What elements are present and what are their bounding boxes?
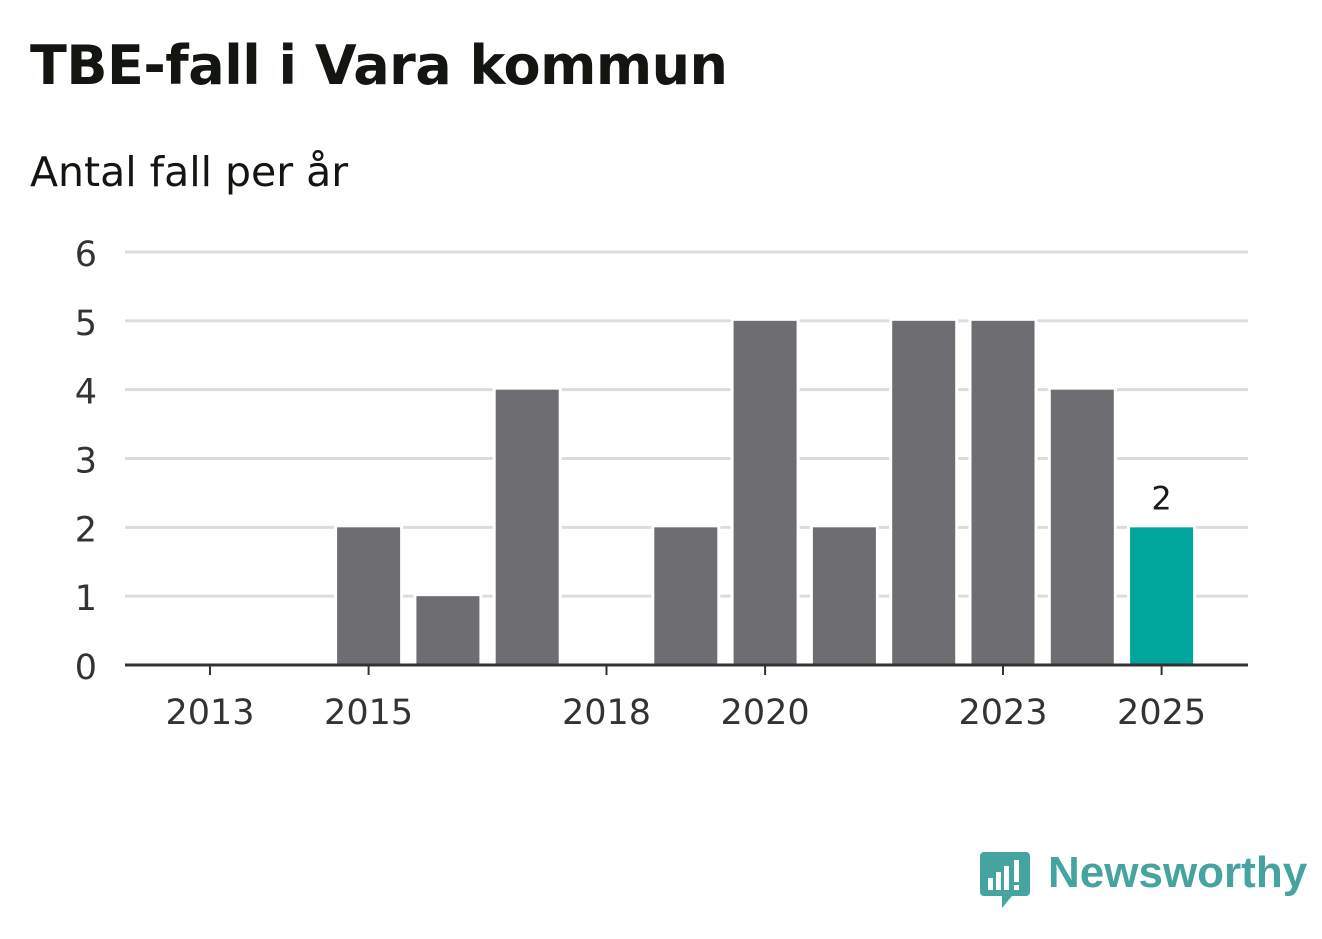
x-tick-label: 2025 bbox=[1117, 693, 1206, 733]
x-axis-ticks: 2013 2015 2018 2020 2023 2025 bbox=[165, 665, 1206, 733]
y-tick-label: 6 bbox=[75, 235, 97, 275]
y-tick-label: 3 bbox=[75, 442, 97, 482]
bar-2023 bbox=[971, 320, 1035, 665]
bar-2015 bbox=[337, 527, 401, 665]
newsworthy-logo-icon bbox=[980, 852, 1030, 908]
x-tick-label: 2015 bbox=[324, 693, 413, 733]
bar-2025 bbox=[1130, 527, 1194, 665]
x-tick-label: 2020 bbox=[721, 693, 810, 733]
y-tick-label: 2 bbox=[75, 510, 97, 550]
bar-2021 bbox=[812, 527, 876, 665]
y-tick-label: 5 bbox=[75, 304, 97, 344]
bar-2024 bbox=[1050, 389, 1114, 665]
y-axis-ticks: 0 1 2 3 4 5 6 bbox=[75, 235, 97, 688]
bar-2022 bbox=[892, 320, 956, 665]
data-labels: 2 bbox=[1151, 479, 1171, 517]
y-tick-label: 0 bbox=[75, 648, 97, 688]
bars bbox=[334, 317, 1197, 665]
chart-title: TBE-fall i Vara kommun bbox=[30, 34, 728, 97]
x-tick-label: 2018 bbox=[562, 693, 651, 733]
bar-2016 bbox=[416, 596, 480, 665]
bar-2020 bbox=[733, 320, 797, 665]
x-tick-label: 2013 bbox=[165, 693, 254, 733]
y-tick-label: 4 bbox=[75, 373, 97, 413]
newsworthy-logo-text: Newsworthy bbox=[1048, 848, 1308, 897]
bar-2017 bbox=[495, 389, 559, 665]
y-tick-label: 1 bbox=[75, 579, 97, 619]
newsworthy-logo: Newsworthy bbox=[980, 850, 1307, 910]
chart-subtitle: Antal fall per år bbox=[30, 148, 349, 196]
data-label-2025: 2 bbox=[1151, 479, 1171, 517]
bar-2019 bbox=[654, 527, 718, 665]
x-tick-label: 2023 bbox=[958, 693, 1047, 733]
